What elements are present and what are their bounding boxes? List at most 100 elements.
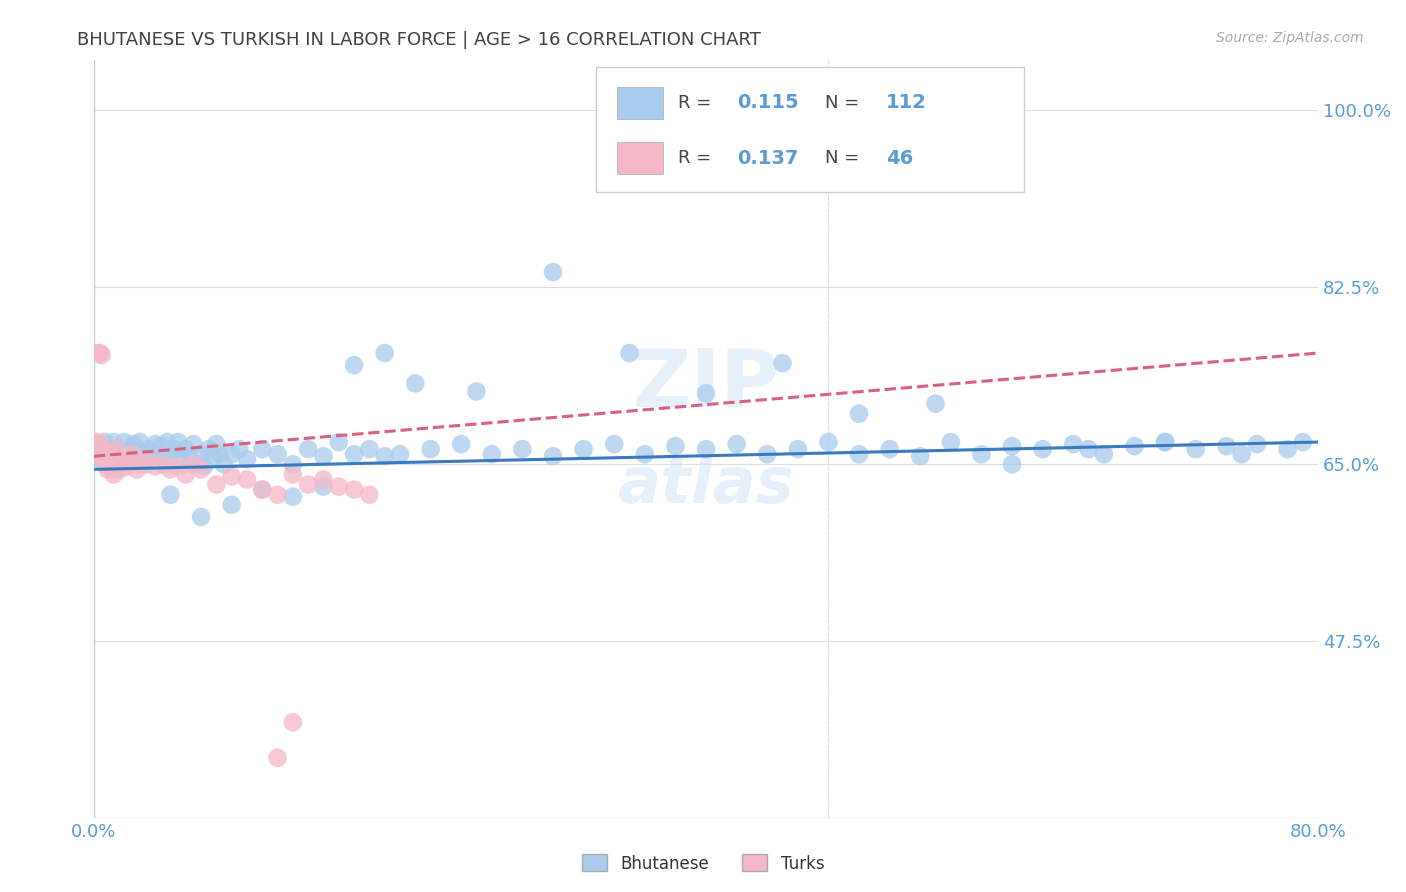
Point (252, 483, 274, 497)
Point (252, 442, 274, 457)
Point (190, 510, 212, 524)
Point (89, 437, 111, 451)
Point (110, 458, 132, 472)
Point (98, 442, 121, 457)
Point (1032, 442, 1054, 457)
Point (1292, 435, 1315, 450)
Point (252, 483, 274, 497)
Point (143, 459, 166, 474)
Point (96, 458, 118, 472)
Point (107, 452, 129, 467)
Point (162, 442, 184, 457)
Point (786, 442, 808, 457)
Point (103, 467, 125, 482)
Point (167, 435, 190, 450)
Point (281, 458, 304, 472)
Text: atlas: atlas (617, 454, 794, 516)
Point (374, 449, 396, 463)
Point (101, 462, 124, 476)
Point (193, 459, 215, 474)
Text: N =: N = (825, 94, 865, 112)
Point (266, 447, 288, 461)
Point (100, 459, 122, 474)
Point (125, 449, 148, 463)
Text: ZIP: ZIP (633, 346, 780, 424)
Point (84, 439, 107, 453)
Point (1277, 442, 1299, 457)
Point (297, 442, 319, 457)
Point (970, 447, 993, 461)
Point (208, 447, 231, 461)
Point (879, 442, 901, 457)
Point (848, 407, 870, 421)
Point (135, 458, 157, 472)
Point (328, 479, 350, 493)
Point (89, 346, 111, 360)
FancyBboxPatch shape (617, 87, 664, 119)
Point (84, 447, 107, 461)
Point (328, 435, 350, 450)
Point (183, 458, 205, 472)
Point (281, 467, 304, 482)
Point (695, 386, 717, 401)
Point (172, 452, 194, 467)
Point (725, 437, 748, 451)
Point (343, 483, 366, 497)
Point (153, 458, 176, 472)
Point (465, 384, 488, 399)
Point (111, 459, 134, 474)
Point (1154, 435, 1177, 450)
Point (756, 447, 779, 461)
Point (924, 396, 946, 410)
Point (100, 449, 122, 463)
Point (104, 458, 127, 472)
Point (97, 462, 120, 476)
Point (343, 358, 366, 372)
Point (177, 449, 200, 463)
Point (110, 447, 132, 461)
Point (1230, 447, 1253, 461)
Point (1154, 435, 1177, 450)
Point (404, 376, 426, 391)
Point (541, 265, 564, 279)
Point (132, 447, 155, 461)
Point (86, 435, 108, 450)
Point (848, 447, 870, 461)
Point (266, 750, 288, 764)
Point (96, 458, 118, 472)
Point (183, 437, 205, 451)
Point (187, 458, 209, 472)
Point (817, 435, 839, 450)
Point (205, 477, 228, 491)
Point (104, 447, 127, 461)
Point (1077, 442, 1099, 457)
Point (281, 490, 304, 504)
Point (221, 469, 243, 483)
Point (120, 442, 142, 457)
Point (128, 458, 150, 472)
Point (221, 447, 243, 461)
Point (150, 439, 173, 453)
Point (114, 452, 136, 467)
Point (114, 435, 136, 450)
Point (312, 473, 335, 487)
Point (190, 462, 212, 476)
Point (103, 435, 125, 450)
Point (125, 462, 148, 476)
Text: 112: 112 (886, 94, 927, 112)
Point (108, 449, 131, 463)
Point (910, 449, 932, 463)
Point (419, 442, 441, 457)
Point (212, 458, 235, 472)
Point (1123, 439, 1146, 453)
Point (664, 439, 686, 453)
Text: N =: N = (825, 149, 865, 168)
Point (388, 447, 411, 461)
Point (174, 467, 197, 482)
Point (603, 437, 626, 451)
Point (541, 449, 564, 463)
Point (128, 435, 150, 450)
Point (572, 442, 595, 457)
Point (87, 346, 110, 360)
Point (174, 442, 197, 457)
